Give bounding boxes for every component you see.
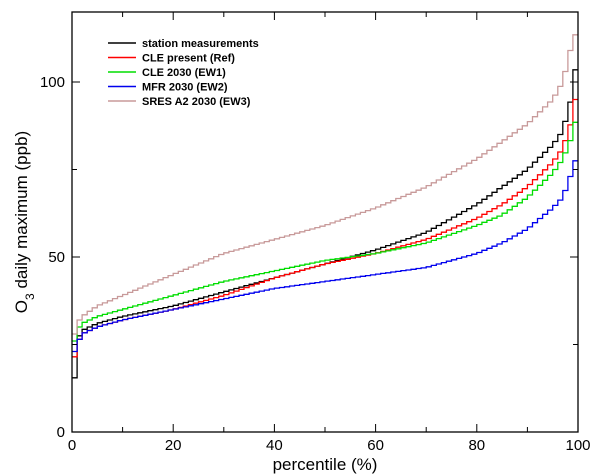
x-tick-label-100: 100 — [565, 437, 590, 454]
x-tick-label-0: 0 — [68, 437, 76, 454]
legend: station measurements CLE present (Ref) CLE… — [108, 38, 259, 108]
y-axis-title-main: O — [12, 300, 31, 313]
series-line-1 — [72, 69, 578, 379]
series-curves — [72, 34, 578, 379]
legend-label-1: station measurements — [142, 38, 259, 50]
x-tick-label-80: 80 — [468, 437, 485, 454]
x-tick-label-60: 60 — [367, 437, 384, 454]
legend-label-4: MFR 2030 (EW2) — [142, 82, 228, 94]
legend-label-3: CLE 2030 (EW1) — [142, 67, 226, 79]
y-axis-title-subscript: 3 — [23, 293, 37, 300]
series-line-5 — [72, 34, 578, 335]
y-tick-label-0: 0 — [57, 424, 65, 441]
axis-ticks — [71, 12, 579, 433]
series-line-2 — [72, 98, 578, 358]
x-tick-label-40: 40 — [266, 437, 283, 454]
y-axis-title-rest: daily maximum (ppb) — [12, 131, 31, 294]
tick-labels: 0 20 40 60 80 100 0 50 100 — [40, 74, 591, 454]
legend-label-5: SRES A2 2030 (EW3) — [142, 96, 251, 108]
legend-label-2: CLE present (Ref) — [142, 53, 235, 65]
series-line-4 — [72, 160, 578, 353]
x-tick-label-20: 20 — [165, 437, 182, 454]
y-tick-label-100: 100 — [40, 74, 65, 91]
x-axis-title: percentile (%) — [273, 455, 378, 474]
y-tick-label-50: 50 — [48, 249, 65, 266]
y-axis-title: O3 daily maximum (ppb) — [12, 131, 37, 313]
series-line-3 — [72, 121, 578, 342]
